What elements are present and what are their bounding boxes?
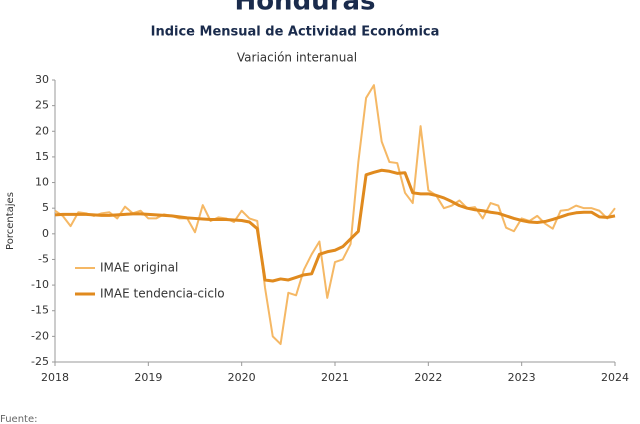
x-tick-label: 2021 [321, 371, 349, 384]
y-tick-label: 15 [35, 150, 49, 163]
y-tick-label: 25 [35, 99, 49, 112]
y-tick-label: 20 [35, 124, 49, 137]
series-line [54, 84, 616, 346]
y-tick-label: -5 [38, 252, 49, 265]
x-tick-label: 2019 [134, 371, 162, 384]
y-tick-label: -20 [31, 329, 49, 342]
chart-title: Honduras [234, 0, 375, 17]
chart-subtitle: Indice Mensual de Actividad Económica [151, 25, 440, 40]
y-tick-label: 5 [42, 201, 49, 214]
legend-label: IMAE original [100, 261, 178, 275]
x-tick-label: 2022 [414, 371, 442, 384]
y-tick-label: -15 [31, 304, 49, 317]
x-tick-label: 2020 [228, 371, 256, 384]
source: Fuente: [0, 414, 37, 424]
x-tick-label: 2023 [508, 371, 536, 384]
x-tick-label: 2024 [601, 371, 629, 384]
y-axis-label: Porcentajes [5, 192, 16, 250]
y-tick-label: 10 [35, 176, 49, 189]
x-tick-label: 2018 [41, 371, 69, 384]
y-tick-label: 0 [42, 227, 49, 240]
chart-note: Variación interanual [237, 51, 357, 65]
series-line [54, 168, 616, 283]
y-tick-label: -10 [31, 278, 49, 291]
legend-label: IMAE tendencia-ciclo [100, 287, 225, 301]
y-tick-label: 30 [35, 73, 49, 86]
y-tick-label: -25 [31, 355, 49, 368]
